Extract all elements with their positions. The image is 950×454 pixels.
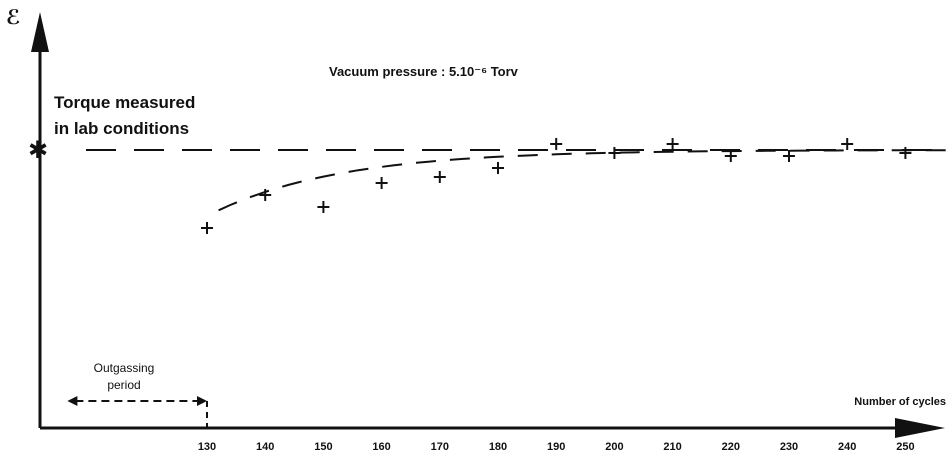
x-axis-arrow bbox=[895, 418, 945, 438]
x-tick-label: 190 bbox=[547, 441, 565, 453]
data-point bbox=[899, 147, 912, 159]
outgassing-label-line1: Outgassing bbox=[94, 361, 155, 375]
outgassing-arrowhead-left bbox=[67, 396, 78, 406]
reference-label-line2: in lab conditions bbox=[54, 119, 189, 138]
x-tick-labels: 130 140 150 160 170 180 190 200 210 220 230 240 250 bbox=[198, 441, 915, 453]
data-point bbox=[550, 138, 563, 150]
data-point bbox=[724, 150, 737, 162]
data-point bbox=[317, 201, 330, 213]
x-tick-label: 220 bbox=[722, 441, 740, 453]
x-tick-label: 130 bbox=[198, 441, 216, 453]
x-tick-label: 230 bbox=[780, 441, 798, 453]
chart-title: Vacuum pressure : 5.10⁻⁶ Torv bbox=[329, 64, 519, 79]
x-axis-label: Number of cycles bbox=[854, 396, 946, 408]
x-tick-label: 170 bbox=[431, 441, 449, 453]
y-axis-arrow bbox=[31, 12, 49, 52]
data-point bbox=[433, 171, 446, 183]
reference-label-line1: Torque measured bbox=[54, 93, 195, 112]
trend-curve bbox=[218, 149, 950, 212]
x-tick-label: 200 bbox=[605, 441, 623, 453]
data-point bbox=[375, 177, 388, 189]
data-point bbox=[841, 138, 854, 150]
x-tick-label: 250 bbox=[896, 441, 914, 453]
x-tick-label: 240 bbox=[838, 441, 856, 453]
x-tick-label: 150 bbox=[314, 441, 332, 453]
x-tick-label: 180 bbox=[489, 441, 507, 453]
reference-star-icon: ✱ bbox=[28, 137, 48, 164]
data-point bbox=[201, 222, 213, 234]
data-points bbox=[201, 138, 912, 234]
x-tick-label: 140 bbox=[256, 441, 274, 453]
data-point bbox=[492, 162, 504, 174]
y-axis-label: ℰ bbox=[6, 7, 21, 29]
data-point bbox=[608, 147, 621, 159]
outgassing-arrowhead-right bbox=[197, 396, 207, 406]
x-tick-label: 160 bbox=[372, 441, 390, 453]
x-tick-label: 210 bbox=[663, 441, 681, 453]
data-point bbox=[259, 189, 272, 201]
data-point bbox=[666, 138, 679, 150]
outgassing-label-line2: period bbox=[107, 378, 140, 392]
data-point bbox=[783, 150, 795, 162]
